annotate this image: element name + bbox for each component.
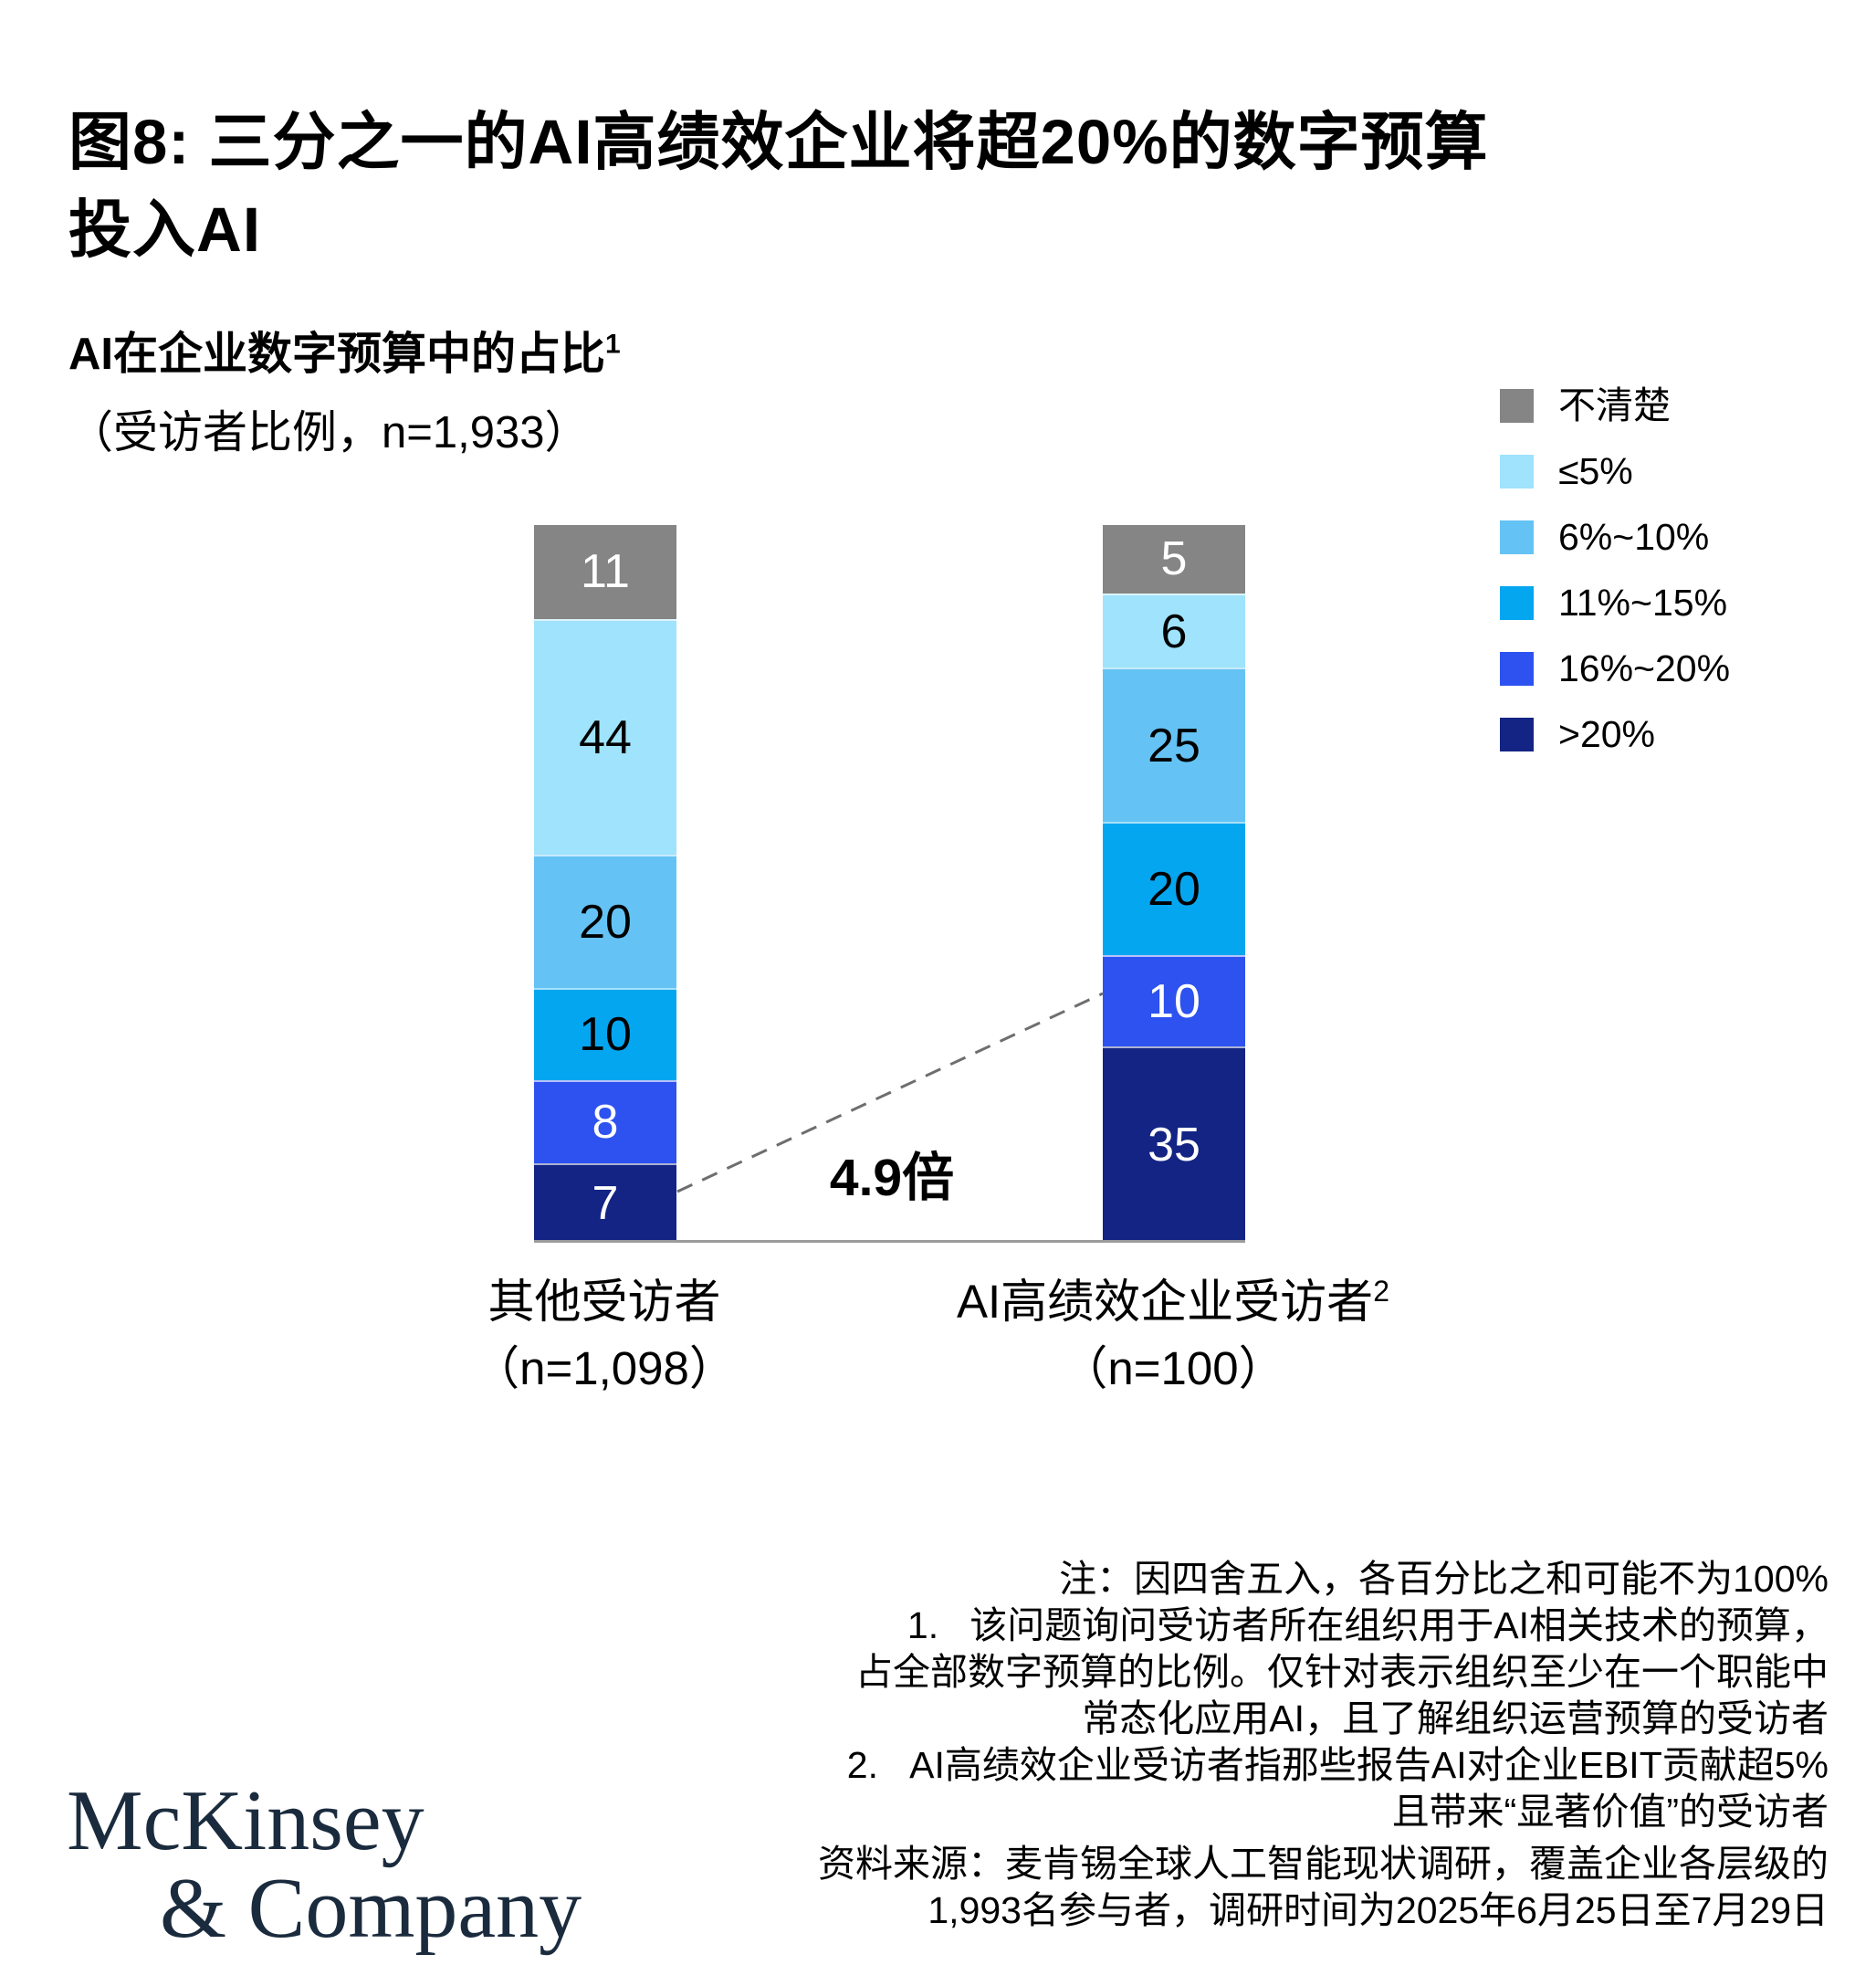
- x-axis-baseline: [534, 1240, 1245, 1243]
- category-sample-size: （n=1,098）: [473, 1342, 736, 1394]
- figure-title-line1: 图8: 三分之一的AI高绩效企业将超20%的数字预算: [68, 107, 1489, 177]
- legend-swatch: [1500, 389, 1534, 423]
- legend-swatch: [1500, 652, 1534, 686]
- source-line: 资料来源：麦肯锡全球人工智能现状调研，覆盖企业各层级的: [818, 1843, 1829, 1885]
- footnote-line: 2. AI高绩效企业受访者指那些报告AI对企业EBIT贡献超5%: [846, 1744, 1829, 1786]
- bar-segment: 35: [1103, 1046, 1245, 1243]
- bar-segment: 25: [1103, 667, 1245, 823]
- segment-value-label: 20: [579, 895, 632, 949]
- logo-line1: McKinsey: [67, 1773, 424, 1868]
- legend-label: >20%: [1558, 713, 1656, 755]
- legend-label: ≤5%: [1558, 450, 1633, 492]
- source-line: 1,993名参与者，调研时间为2025年6月25日至7月29日: [928, 1889, 1829, 1931]
- stacked-bar-other-respondents: 11 44 20 10 8 7: [534, 525, 676, 1242]
- legend-label: 6%~10%: [1558, 516, 1710, 558]
- segment-value-label: 20: [1148, 862, 1200, 916]
- chart-subtitle-text: AI在企业数字预算中的占比: [68, 330, 606, 379]
- bar-segment: 10: [534, 988, 676, 1080]
- legend-item: >20%: [1500, 713, 1730, 755]
- bar-segment: 6: [1103, 593, 1245, 668]
- source-note: 资料来源：麦肯锡全球人工智能现状调研，覆盖企业各层级的 1,993名参与者，调研时…: [818, 1841, 1829, 1934]
- logo-line2: & Company: [160, 1861, 582, 1956]
- footnotes: 注：因四舍五入，各百分比之和可能不为100% 1. 该问题询问受访者所在组织用于A…: [847, 1556, 1829, 1835]
- category-sample-size: （n=100）: [1061, 1342, 1285, 1394]
- footnote-line: 常态化应用AI，且了解组织运营预算的受访者: [1082, 1697, 1829, 1739]
- segment-value-label: 44: [579, 710, 632, 764]
- segment-value-label: 10: [1148, 974, 1200, 1028]
- legend-item: 6%~10%: [1500, 516, 1730, 558]
- legend-swatch: [1500, 718, 1534, 751]
- category-label-ai-high-performers: AI高绩效企业受访者2 （n=100）: [872, 1258, 1474, 1402]
- segment-value-label: 11: [581, 545, 630, 599]
- segment-value-label: 6: [1160, 604, 1188, 658]
- figure-title: 图8: 三分之一的AI高绩效企业将超20%的数字预算 投入AI: [68, 99, 1830, 274]
- footnote-line: 注：因四舍五入，各百分比之和可能不为100%: [1059, 1558, 1829, 1600]
- legend-item: ≤5%: [1500, 450, 1730, 492]
- bar-segment: 20: [534, 854, 676, 989]
- mckinsey-logo: McKinsey & Company: [67, 1777, 582, 1952]
- segment-value-label: 10: [579, 1008, 632, 1062]
- stacked-bar-ai-high-performers: 5 6 25 20 10 35: [1103, 525, 1245, 1243]
- multiplier-annotation: 4.9倍: [829, 1149, 955, 1207]
- footnote-line: 1. 该问题询问受访者所在组织用于AI相关技术的预算，: [907, 1604, 1829, 1646]
- category-label-other-respondents: 其他受访者 （n=1,098）: [330, 1258, 878, 1402]
- legend-label: 16%~20%: [1558, 647, 1731, 689]
- bar-segment: 11: [534, 525, 676, 619]
- segment-value-label: 5: [1160, 532, 1188, 586]
- legend-item: 不清楚: [1500, 384, 1730, 426]
- bar-segment: 5: [1103, 525, 1245, 594]
- bar-segment: 8: [534, 1079, 676, 1163]
- figure-title-line2: 投入AI: [68, 194, 261, 265]
- legend-item: 16%~20%: [1500, 647, 1731, 689]
- chart-subtitle-footnote-marker: 1: [605, 329, 621, 360]
- chart-sample-size: （受访者比例，n=1,933）: [68, 408, 590, 457]
- footnote-line: 且带来“显著价值”的受访者: [1391, 1791, 1829, 1833]
- legend-swatch: [1500, 586, 1534, 620]
- footnote-line: 占全部数字预算的比例。仅针对表示组织至少在一个职能中: [855, 1651, 1829, 1693]
- legend: 不清楚 ≤5% 6%~10% 11%~15% 16%~20% >20%: [1500, 384, 1731, 755]
- segment-value-label: 25: [1148, 719, 1200, 772]
- chart-subtitle: AI在企业数字预算中的占比1: [68, 318, 621, 383]
- legend-label: 不清楚: [1558, 384, 1671, 426]
- segment-value-label: 7: [592, 1176, 619, 1230]
- category-name: 其他受访者: [487, 1276, 721, 1328]
- legend-label: 11%~15%: [1558, 582, 1728, 624]
- legend-swatch: [1500, 455, 1534, 489]
- category-name: AI高绩效企业受访者: [957, 1276, 1374, 1328]
- bar-segment: 44: [534, 618, 676, 855]
- bar-segment: 7: [534, 1162, 676, 1242]
- category-label-line1: 其他受访者: [330, 1258, 878, 1335]
- segment-value-label: 8: [592, 1096, 619, 1150]
- legend-swatch: [1500, 520, 1534, 554]
- bar-segment: 20: [1103, 822, 1245, 955]
- category-label-line1: AI高绩效企业受访者2: [872, 1258, 1474, 1335]
- legend-item: 11%~15%: [1500, 582, 1730, 624]
- category-footnote-marker: 2: [1373, 1275, 1389, 1308]
- bar-segment: 10: [1103, 954, 1245, 1046]
- segment-value-label: 35: [1148, 1118, 1200, 1172]
